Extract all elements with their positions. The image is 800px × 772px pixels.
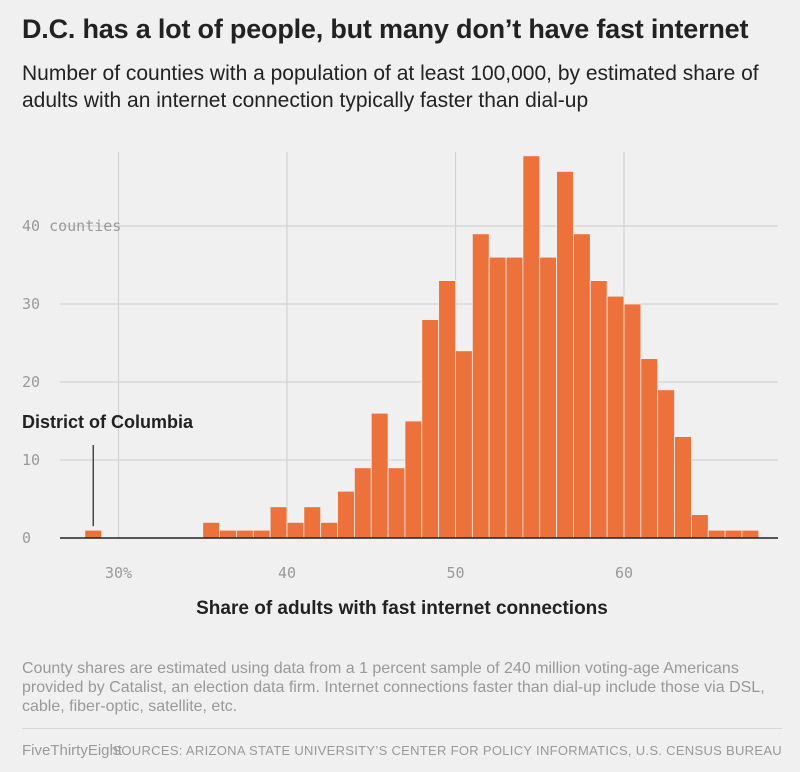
- histogram-bar: [438, 280, 456, 539]
- y-tick-label: 10: [22, 451, 40, 469]
- histogram-bar: [707, 529, 726, 539]
- histogram-bar: [556, 170, 574, 539]
- histogram-bar: [269, 506, 288, 539]
- histogram-bar: [370, 412, 389, 539]
- histogram-bar: [623, 303, 642, 539]
- histogram-bar: [522, 155, 541, 539]
- histogram-bar: [471, 233, 490, 539]
- histogram-bar: [337, 490, 355, 539]
- annotations: District of Columbia: [22, 412, 194, 527]
- histogram-bar: [404, 420, 423, 539]
- bars: [84, 155, 760, 539]
- histogram-bar: [741, 529, 760, 539]
- histogram-bar: [573, 233, 591, 539]
- histogram-bar: [674, 436, 692, 539]
- histogram-bar: [387, 467, 406, 539]
- histogram-bar: [691, 514, 709, 539]
- histogram-bar: [488, 256, 507, 539]
- histogram-bar: [505, 256, 524, 539]
- x-axis-label: Share of adults with fast internet conne…: [196, 598, 608, 619]
- annotation-label: District of Columbia: [22, 412, 194, 432]
- histogram-bar: [589, 280, 608, 539]
- histogram-bar: [252, 529, 271, 539]
- histogram-bar: [539, 256, 558, 539]
- histogram-chart: 0 10 20 30 40 counties 30% 40 50 60 District of …: [22, 152, 778, 582]
- y-tick-label: 30: [22, 295, 40, 313]
- axes: 0 10 20 30 40 counties 30% 40 50 60: [22, 217, 778, 582]
- histogram-bar: [455, 350, 473, 539]
- histogram-bar: [286, 522, 305, 539]
- x-tick-label: 30%: [105, 564, 132, 582]
- chart-subtitle: Number of counties with a population of …: [22, 62, 759, 112]
- histogram-bar: [606, 295, 625, 539]
- brand-logo: FiveThirtyEight: [22, 742, 123, 759]
- y-tick-label: 0: [22, 529, 31, 547]
- x-tick-label: 50: [446, 564, 464, 582]
- histogram-bar: [353, 467, 372, 539]
- x-tick-label: 60: [615, 564, 633, 582]
- histogram-bar: [320, 522, 338, 539]
- histogram-bar: [421, 319, 440, 539]
- x-tick-label: 40: [278, 564, 296, 582]
- methodology-note: County shares are estimated using data f…: [22, 660, 765, 715]
- chart-title: D.C. has a lot of people, but many don’t…: [22, 14, 749, 44]
- histogram-bar: [84, 529, 103, 539]
- y-tick-label: 40 counties: [22, 217, 121, 235]
- histogram-bar: [640, 358, 659, 539]
- sources: SOURCES: ARIZONA STATE UNIVERSITY’S CENT…: [112, 743, 782, 758]
- histogram-bar: [657, 389, 675, 539]
- histogram-bar: [724, 529, 743, 539]
- histogram-bar: [219, 529, 237, 539]
- histogram-bar: [202, 522, 221, 539]
- histogram-bar: [303, 506, 322, 539]
- footer-divider: [22, 728, 782, 729]
- histogram-bar: [236, 529, 254, 539]
- y-tick-label: 20: [22, 373, 40, 391]
